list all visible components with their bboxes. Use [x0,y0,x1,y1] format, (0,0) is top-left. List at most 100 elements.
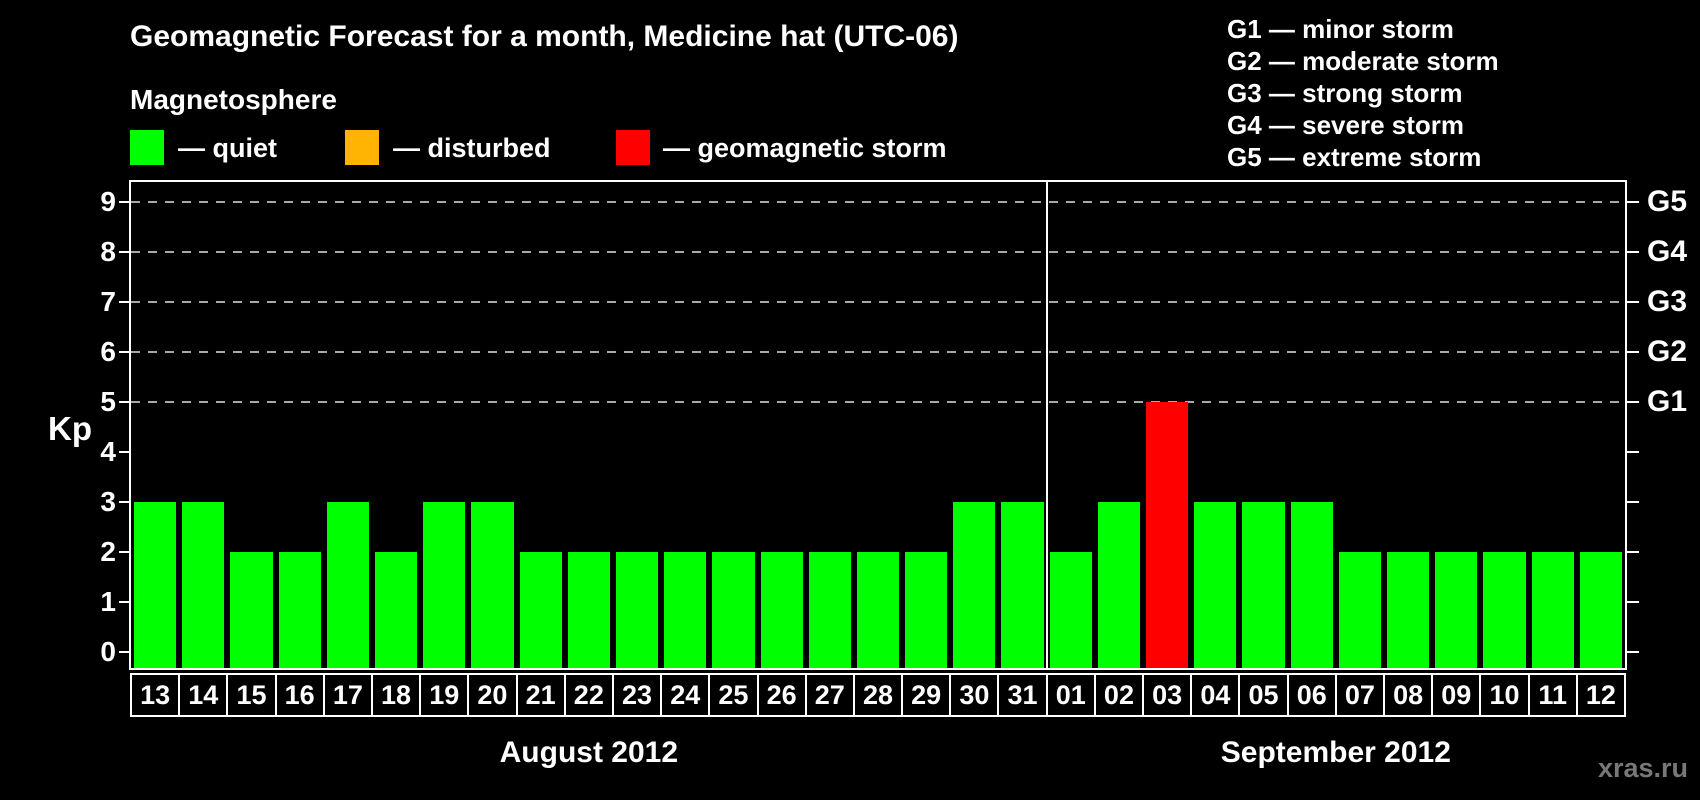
y-axis-tick-right [1627,651,1639,653]
day-label-box: 28 [852,673,904,717]
day-label-box: 05 [1238,673,1289,717]
day-label-box: 02 [1093,673,1145,717]
g-scale-label-g2: G2 [1647,335,1688,368]
y-axis-label: 2 [100,536,116,567]
y-axis-tick-right [1627,301,1639,303]
y-axis-tick-right [1627,351,1639,353]
y-axis-label: 7 [100,286,116,317]
g-scale-label-g1: G1 [1647,385,1688,418]
month-separator [1045,182,1048,668]
kp-bar [519,552,562,668]
kp-bar [953,502,996,668]
g-legend-line-g5: G5 — extreme storm [1227,142,1482,172]
y-axis-tick-left [119,251,131,253]
day-label-box: 18 [370,673,422,717]
y-axis-tick-left [119,651,131,653]
day-label-box: 09 [1431,673,1482,717]
kp-bar [760,552,803,668]
y-axis-tick-left [119,401,131,403]
kp-bar [1338,552,1382,668]
disturbed-legend-label: — disturbed [393,133,551,163]
day-label-box: 17 [322,673,373,717]
g-scale-legend: G1 — minor storm G2 — moderate storm G3 … [1227,13,1499,173]
day-label-box: 01 [1045,673,1096,717]
kp-bar [374,552,418,668]
day-label-box: 27 [804,673,855,717]
y-axis-title: Kp [48,410,92,447]
g-legend-line-g3: G3 — strong storm [1227,78,1463,108]
day-label-box: 12 [1575,673,1626,717]
y-axis-tick-left [119,501,131,503]
kp-bar [1483,552,1526,668]
day-label-box: 13 [130,673,181,717]
quiet-legend-swatch [130,130,164,165]
quiet-legend-label: — quiet [178,133,277,163]
day-label-box: 23 [611,673,663,717]
day-label-box: 03 [1142,673,1193,717]
kp-bar [326,502,369,668]
gridline-kp-7 [131,301,1625,303]
day-label-box: 04 [1190,673,1241,717]
y-axis-label: 0 [100,636,116,667]
y-axis-tick-left [119,601,131,603]
g-scale-label-g4: G4 [1647,235,1688,268]
kp-bar [712,552,755,668]
month-label: September 2012 [1220,736,1451,769]
day-label-box: 08 [1383,673,1434,717]
y-axis-label: 1 [100,586,116,617]
kp-bar [1387,552,1430,668]
day-label-box: 19 [419,673,470,717]
kp-bar [1001,502,1044,668]
kp-bar [1146,402,1189,668]
day-label-box: 31 [997,673,1048,717]
day-label-box: 15 [226,673,277,717]
kp-bar [423,502,466,668]
kp-bar [856,552,900,668]
day-label-box: 14 [178,673,229,717]
month-label: August 2012 [499,736,679,769]
page-title: Geomagnetic Forecast for a month, Medici… [130,20,959,53]
kp-bar [1049,552,1092,668]
day-label-box: 21 [515,673,566,717]
kp-bar [905,552,948,668]
storm-legend-label: — geomagnetic storm [663,133,947,163]
gridline-kp-9 [131,201,1625,203]
kp-bar [1097,502,1141,668]
y-axis-tick-left [119,201,131,203]
y-axis-tick-right [1627,601,1639,603]
day-label-box: 16 [274,673,325,717]
kp-bar [1579,552,1622,668]
y-axis-tick-right [1627,251,1639,253]
y-axis-tick-right [1627,551,1639,553]
day-label-box: 20 [467,673,518,717]
day-label-box: 26 [756,673,807,717]
y-axis-label: 8 [100,236,116,267]
kp-bar [134,502,177,668]
day-label-box: 11 [1527,673,1578,717]
kp-bar [1242,502,1285,668]
day-label-box: 29 [901,673,952,717]
plot-area [129,180,1627,670]
day-label-box: 07 [1334,673,1386,717]
magnetosphere-legend-heading: Magnetosphere [130,84,337,115]
kp-bar [1531,552,1574,668]
day-label-box: 10 [1479,673,1530,717]
day-label-box: 22 [563,673,614,717]
g-scale-label-g3: G3 [1647,285,1688,318]
watermark: xras.ru [1597,753,1688,783]
g-legend-line-g4: G4 — severe storm [1227,110,1465,140]
kp-bar [615,552,659,668]
day-label-box: 24 [660,673,711,717]
y-axis-tick-left [119,351,131,353]
kp-bar [471,502,514,668]
kp-bar [1435,552,1478,668]
kp-bar [664,552,707,668]
kp-bar [1194,502,1237,668]
gridline-kp-6 [131,351,1625,353]
kp-bar [182,502,225,668]
kp-bar [808,552,851,668]
kp-bar [567,552,610,668]
day-label-box: 25 [708,673,759,717]
y-axis-tick-left [119,301,131,303]
kp-bar [230,552,273,668]
